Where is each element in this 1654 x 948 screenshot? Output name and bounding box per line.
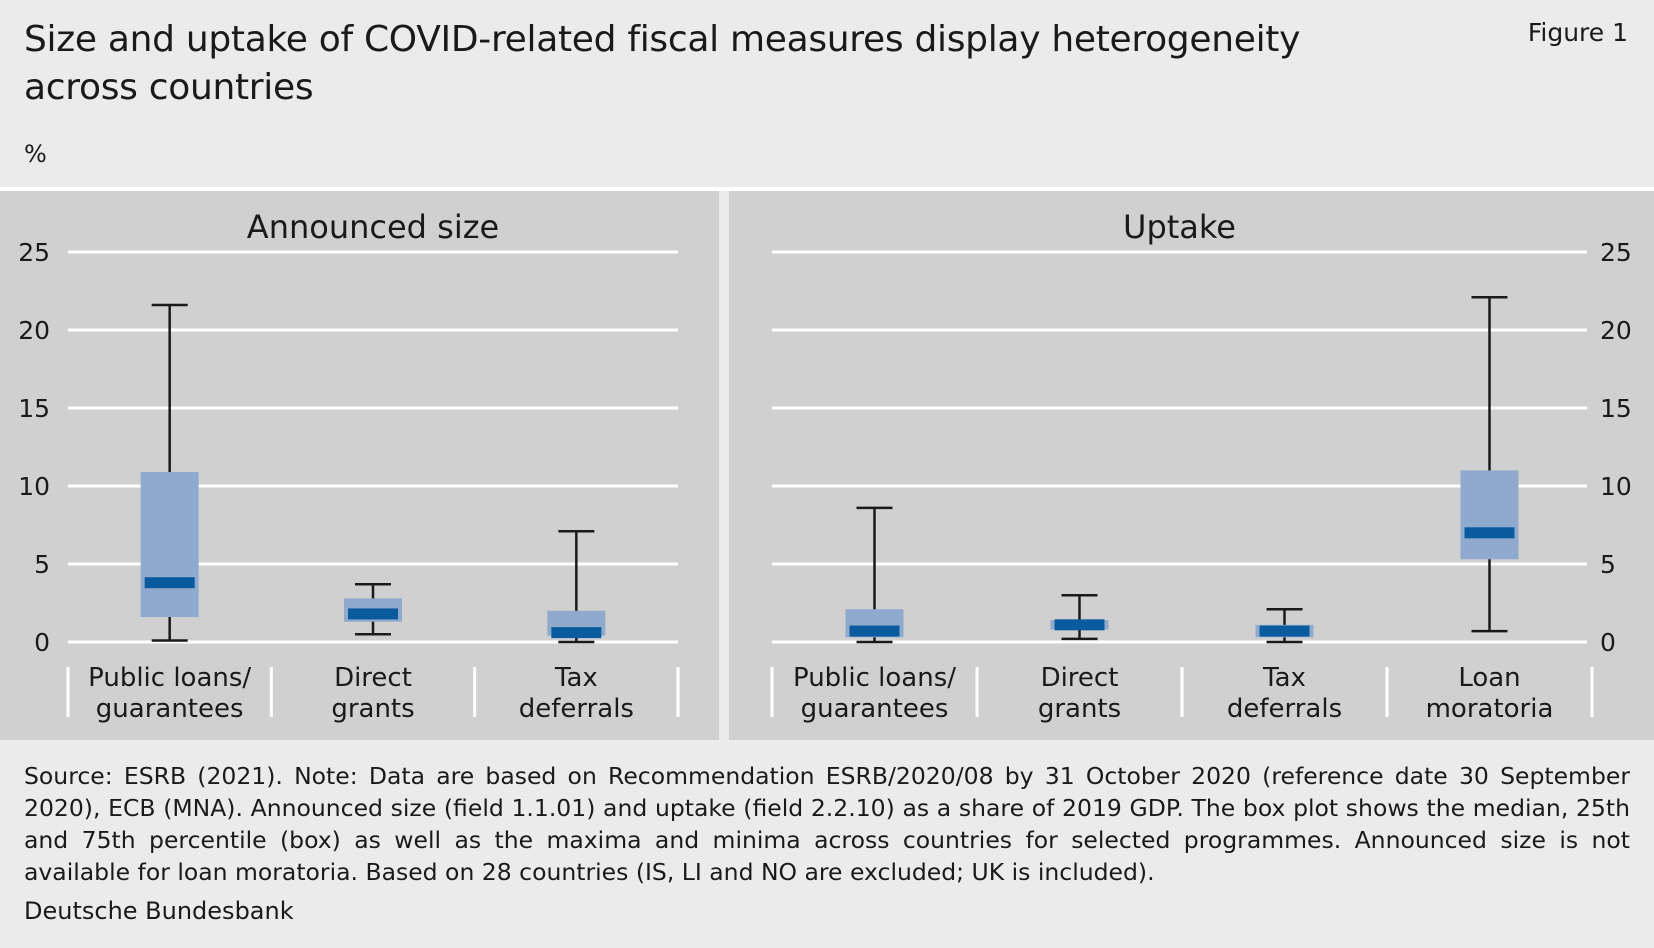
panel-background (0, 191, 719, 740)
median-marker (144, 577, 195, 589)
x-category-label: Tax deferrals (1227, 663, 1342, 724)
y-tick-label: 5 (34, 550, 50, 579)
median-marker (1054, 619, 1105, 631)
y-axis-unit: % (24, 140, 47, 168)
y-tick-label: 25 (18, 238, 50, 267)
median-marker (1464, 527, 1515, 539)
x-category-label-line: grants (1038, 694, 1121, 724)
x-category-label-line: grants (331, 694, 414, 724)
panel-announced-size: Announced size 0 5 10 15 20 25 Public loans/gua… (0, 191, 719, 740)
y-tick-label: 20 (1600, 316, 1632, 345)
iqr-box (1460, 470, 1519, 560)
chart-title: Size and uptake of COVID-related fiscal … (24, 19, 1301, 108)
panel-title: Uptake (1123, 208, 1236, 246)
median-marker (551, 627, 602, 639)
x-category-label-line: deferrals (1227, 694, 1342, 724)
y-tick-label: 15 (1600, 394, 1632, 423)
y-tick-label: 15 (18, 394, 50, 423)
x-category-label: Direct grants (1038, 663, 1121, 724)
x-category-label-line: Direct (334, 663, 412, 693)
figure-label: Figure 1 (1527, 18, 1628, 47)
chart-area: Announced size 0 5 10 15 20 25 Public loans/gua… (0, 187, 1654, 740)
x-category-label-line: Public loans/ (88, 663, 251, 693)
x-category-label-line: Tax (554, 663, 598, 693)
x-category-label-line: Loan (1458, 663, 1520, 693)
panel-uptake: Uptake 0 5 10 15 20 25 Public loans/guarantees D… (729, 191, 1654, 740)
x-category-label: Direct grants (331, 663, 414, 724)
y-tick-label: 25 (1600, 238, 1632, 267)
footnote: Source: ESRB (2021). Note: Data are base… (24, 762, 1630, 886)
x-category-label-line: guarantees (801, 694, 949, 724)
x-category-label-line: Direct (1041, 663, 1119, 693)
x-category-label: Public loans/guarantees (793, 663, 956, 724)
x-category-label: Public loans/guarantees (88, 663, 251, 724)
y-tick-label: 5 (1600, 550, 1616, 579)
x-category-label-line: deferrals (519, 694, 634, 724)
panel-background (729, 191, 1654, 740)
x-category-label-line: moratoria (1426, 694, 1554, 724)
median-marker (1259, 625, 1310, 637)
median-marker (849, 625, 900, 637)
x-category-label: Tax deferrals (519, 663, 634, 724)
x-category-label-line: guarantees (96, 694, 244, 724)
panel-title: Announced size (247, 208, 499, 246)
x-category-label: Loan moratoria (1426, 663, 1554, 724)
median-marker (348, 608, 398, 620)
y-tick-label: 0 (34, 628, 50, 657)
y-tick-label: 0 (1600, 628, 1616, 657)
y-tick-label: 20 (18, 316, 50, 345)
x-category-label-line: Public loans/ (793, 663, 956, 693)
y-tick-label: 10 (18, 472, 50, 501)
iqr-box (140, 471, 199, 618)
x-category-label-line: Tax (1262, 663, 1306, 693)
source-organisation: Deutsche Bundesbank (24, 897, 294, 925)
y-tick-label: 10 (1600, 472, 1632, 501)
